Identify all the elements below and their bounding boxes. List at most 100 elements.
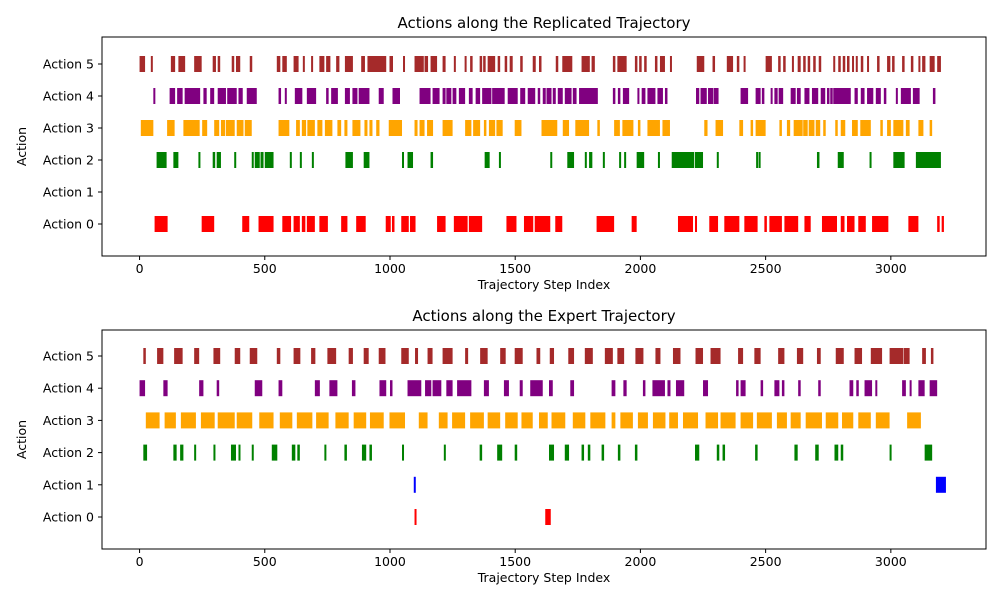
action-bar xyxy=(301,120,307,136)
action-bar xyxy=(352,120,361,136)
action-bar xyxy=(743,56,746,72)
action-bar xyxy=(344,56,353,72)
action-bar xyxy=(631,216,637,232)
action-bar xyxy=(765,56,772,72)
action-bar xyxy=(140,120,154,136)
action-bar xyxy=(622,120,634,136)
action-bar xyxy=(716,152,719,168)
action-bar xyxy=(887,120,891,136)
action-bar xyxy=(581,444,585,461)
action-bar xyxy=(744,216,758,232)
action-bar xyxy=(293,348,301,364)
action-bar xyxy=(664,88,668,104)
action-bar xyxy=(217,88,226,104)
action-bar xyxy=(278,88,282,104)
action-bar xyxy=(401,216,409,232)
series-action-1 xyxy=(413,476,946,493)
action-bar xyxy=(724,216,740,232)
y-axis-label: Action xyxy=(14,127,29,166)
action-bar xyxy=(150,56,153,72)
action-bar xyxy=(337,120,342,136)
action-bar xyxy=(726,56,734,72)
action-bar xyxy=(249,56,253,72)
action-bar xyxy=(642,380,646,397)
action-bar xyxy=(909,380,912,397)
action-bar xyxy=(864,380,873,397)
action-bar xyxy=(536,348,541,364)
action-bar xyxy=(157,348,164,364)
action-bar xyxy=(815,120,821,136)
action-bar xyxy=(407,380,422,397)
action-bar xyxy=(570,380,575,397)
action-bar xyxy=(784,216,799,232)
action-bar xyxy=(637,88,640,104)
action-bar xyxy=(550,152,553,168)
action-bar xyxy=(852,120,858,136)
action-bar xyxy=(341,216,348,232)
action-bar xyxy=(794,444,798,461)
action-bar xyxy=(317,120,323,136)
action-bar xyxy=(840,216,845,232)
action-bar xyxy=(293,56,299,72)
action-bar xyxy=(937,216,940,232)
chart-panel-0: 0 500 1000 1500 2000 2500 3000 Action 0 Action 1… xyxy=(14,14,987,292)
action-bar xyxy=(902,380,906,397)
action-bar xyxy=(705,412,719,429)
action-bar xyxy=(620,412,633,429)
action-bar xyxy=(427,348,433,364)
action-bar xyxy=(415,348,419,364)
action-bar xyxy=(937,56,941,72)
action-bar xyxy=(910,56,914,72)
action-bar xyxy=(311,56,314,72)
action-bar xyxy=(669,56,672,72)
action-bar xyxy=(296,412,313,429)
chart-title: Actions along the Replicated Trajectory xyxy=(397,14,690,32)
action-bar xyxy=(276,56,281,72)
action-bar xyxy=(194,348,200,364)
action-bar xyxy=(562,56,573,72)
action-bar xyxy=(344,88,350,104)
action-bar xyxy=(311,348,316,364)
action-bar xyxy=(234,348,241,364)
action-bar xyxy=(823,120,826,136)
action-bar xyxy=(860,56,864,72)
action-bar xyxy=(184,88,201,104)
action-bar xyxy=(174,348,183,364)
action-bar xyxy=(755,120,766,136)
action-bar xyxy=(468,216,483,232)
x-tick-label: 2500 xyxy=(750,261,782,276)
action-bar xyxy=(212,56,216,72)
action-bar xyxy=(458,88,466,104)
action-bar xyxy=(662,120,670,136)
action-bar xyxy=(869,152,872,168)
action-bar xyxy=(875,88,881,104)
action-bar xyxy=(432,380,442,397)
action-bar xyxy=(549,444,555,461)
action-bar xyxy=(356,216,366,232)
action-bar xyxy=(835,120,838,136)
action-bar xyxy=(487,412,501,429)
action-bar xyxy=(579,88,598,104)
action-bar xyxy=(675,380,685,397)
action-bar xyxy=(235,56,241,72)
action-bar xyxy=(712,56,716,72)
action-bar xyxy=(821,216,837,232)
y-axis-label: Action xyxy=(14,420,29,459)
action-bar xyxy=(652,412,666,429)
action-bar xyxy=(587,444,591,461)
action-bar xyxy=(238,444,241,461)
action-bar xyxy=(483,380,489,397)
action-bar xyxy=(479,56,483,72)
action-bar xyxy=(858,412,871,429)
action-bar xyxy=(786,120,791,136)
action-bar xyxy=(424,56,429,72)
y-tick-label: Action 3 xyxy=(43,121,94,136)
action-bar xyxy=(291,444,296,461)
action-bar xyxy=(774,88,778,104)
action-bar xyxy=(549,348,555,364)
action-bar xyxy=(854,348,863,364)
action-bar xyxy=(530,380,543,397)
action-bar xyxy=(306,216,315,232)
action-bar xyxy=(379,380,387,397)
x-tick-label: 0 xyxy=(136,261,144,276)
